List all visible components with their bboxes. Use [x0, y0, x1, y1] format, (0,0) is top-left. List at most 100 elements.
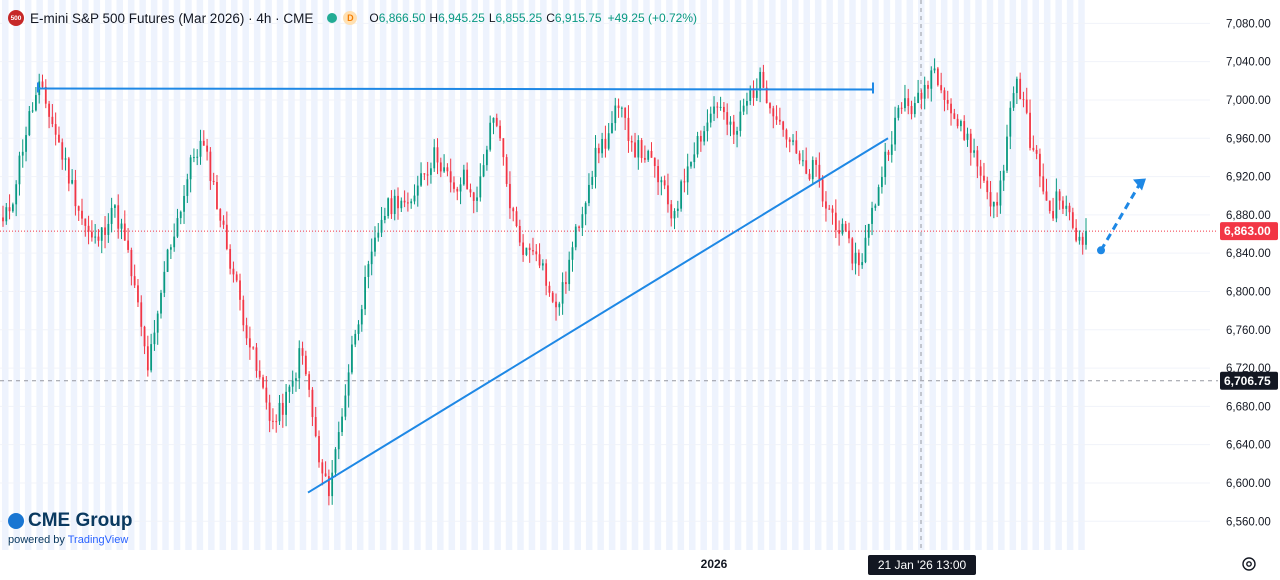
candle — [1042, 163, 1045, 195]
candle — [778, 107, 781, 125]
projection-arrow[interactable] — [1099, 182, 1142, 252]
session-stripe — [379, 0, 387, 550]
candle — [229, 244, 232, 275]
candle — [150, 333, 153, 373]
candle — [314, 406, 317, 438]
candle — [107, 213, 110, 243]
candle — [449, 158, 452, 193]
candle — [406, 192, 409, 212]
session-stripe — [402, 0, 410, 550]
candle — [341, 408, 343, 436]
candle — [765, 80, 768, 104]
candle — [202, 130, 205, 146]
candle — [574, 224, 577, 251]
session-stripe — [334, 0, 341, 550]
session-stripe — [952, 0, 959, 550]
candle — [887, 149, 890, 161]
candle — [439, 157, 442, 178]
price-tick-label: 6,800.00 — [1226, 286, 1271, 298]
candle — [956, 114, 959, 129]
candle — [647, 149, 650, 162]
candle — [446, 163, 449, 177]
candle — [558, 301, 561, 316]
tradingview-link[interactable]: TradingView — [67, 534, 129, 546]
candle — [160, 289, 162, 319]
candle — [268, 394, 271, 433]
candle — [861, 253, 864, 269]
candle — [298, 340, 301, 390]
session-stripe — [837, 0, 845, 550]
candle — [894, 106, 896, 151]
candle — [193, 148, 195, 163]
data-status-icon[interactable]: D — [343, 11, 358, 25]
candle — [515, 206, 518, 228]
candle — [657, 159, 659, 195]
candle — [532, 237, 534, 256]
candle — [179, 210, 182, 225]
candle — [676, 200, 679, 218]
settings-gear-icon[interactable] — [1240, 555, 1258, 573]
candle — [485, 145, 488, 171]
candle — [133, 264, 136, 288]
candle — [578, 225, 580, 232]
candle — [871, 201, 873, 236]
candle — [469, 183, 472, 198]
price-axis[interactable]: 6,560.006,600.006,640.006,680.006,720.00… — [1226, 18, 1271, 528]
candle — [166, 248, 169, 273]
candle — [742, 98, 745, 116]
candle — [403, 190, 406, 208]
market-status-icon[interactable] — [327, 13, 338, 23]
candle — [591, 170, 594, 190]
candle — [1052, 197, 1054, 222]
candle — [225, 211, 228, 251]
candle — [153, 320, 156, 351]
session-stripe — [173, 0, 181, 550]
session-stripe — [654, 0, 662, 550]
close-key: C — [546, 11, 555, 25]
candle — [851, 237, 854, 271]
candle — [904, 84, 906, 112]
symbol-legend[interactable]: 500 E-mini S&P 500 Futures (Mar 2026) · … — [8, 9, 697, 27]
session-stripe — [769, 0, 776, 550]
session-stripe — [883, 0, 891, 550]
candle — [54, 112, 57, 146]
candle — [884, 142, 887, 185]
candle — [693, 142, 696, 169]
candle — [1035, 145, 1038, 160]
open-value: 6,866.50 — [378, 11, 426, 25]
candle — [637, 135, 640, 170]
candle — [917, 79, 920, 104]
candle — [466, 162, 469, 190]
candle — [367, 260, 370, 289]
watermark[interactable]: CME Group powered by TradingView — [8, 510, 133, 546]
candle — [1048, 200, 1051, 214]
candle — [983, 162, 985, 184]
candle — [232, 261, 235, 283]
candle — [848, 222, 850, 244]
candle — [555, 293, 557, 321]
candle — [528, 243, 531, 263]
candle — [420, 162, 422, 187]
crosshair-time-label: 21 Jan '26 13:00 — [868, 555, 976, 575]
projection-arrow-head — [1133, 178, 1146, 191]
candle — [48, 100, 50, 129]
candle — [74, 169, 77, 216]
candle — [825, 191, 827, 222]
candle — [624, 107, 627, 130]
session-stripe — [185, 0, 192, 550]
session-stripe — [265, 0, 272, 550]
candle — [969, 128, 972, 166]
session-stripe — [460, 0, 467, 550]
session-stripe — [482, 0, 490, 550]
candle — [41, 74, 44, 89]
candle — [815, 157, 817, 177]
symbol-title[interactable]: E-mini S&P 500 Futures (Mar 2026) · 4h ·… — [30, 10, 314, 26]
resistance-line[interactable] — [37, 87, 874, 91]
time-axis[interactable]: 2026 — [701, 557, 728, 571]
candle — [64, 147, 67, 171]
powered-by[interactable]: powered by TradingView — [8, 534, 133, 546]
session-stripe — [540, 0, 547, 550]
trend-line[interactable] — [307, 137, 889, 494]
candle — [660, 176, 663, 196]
